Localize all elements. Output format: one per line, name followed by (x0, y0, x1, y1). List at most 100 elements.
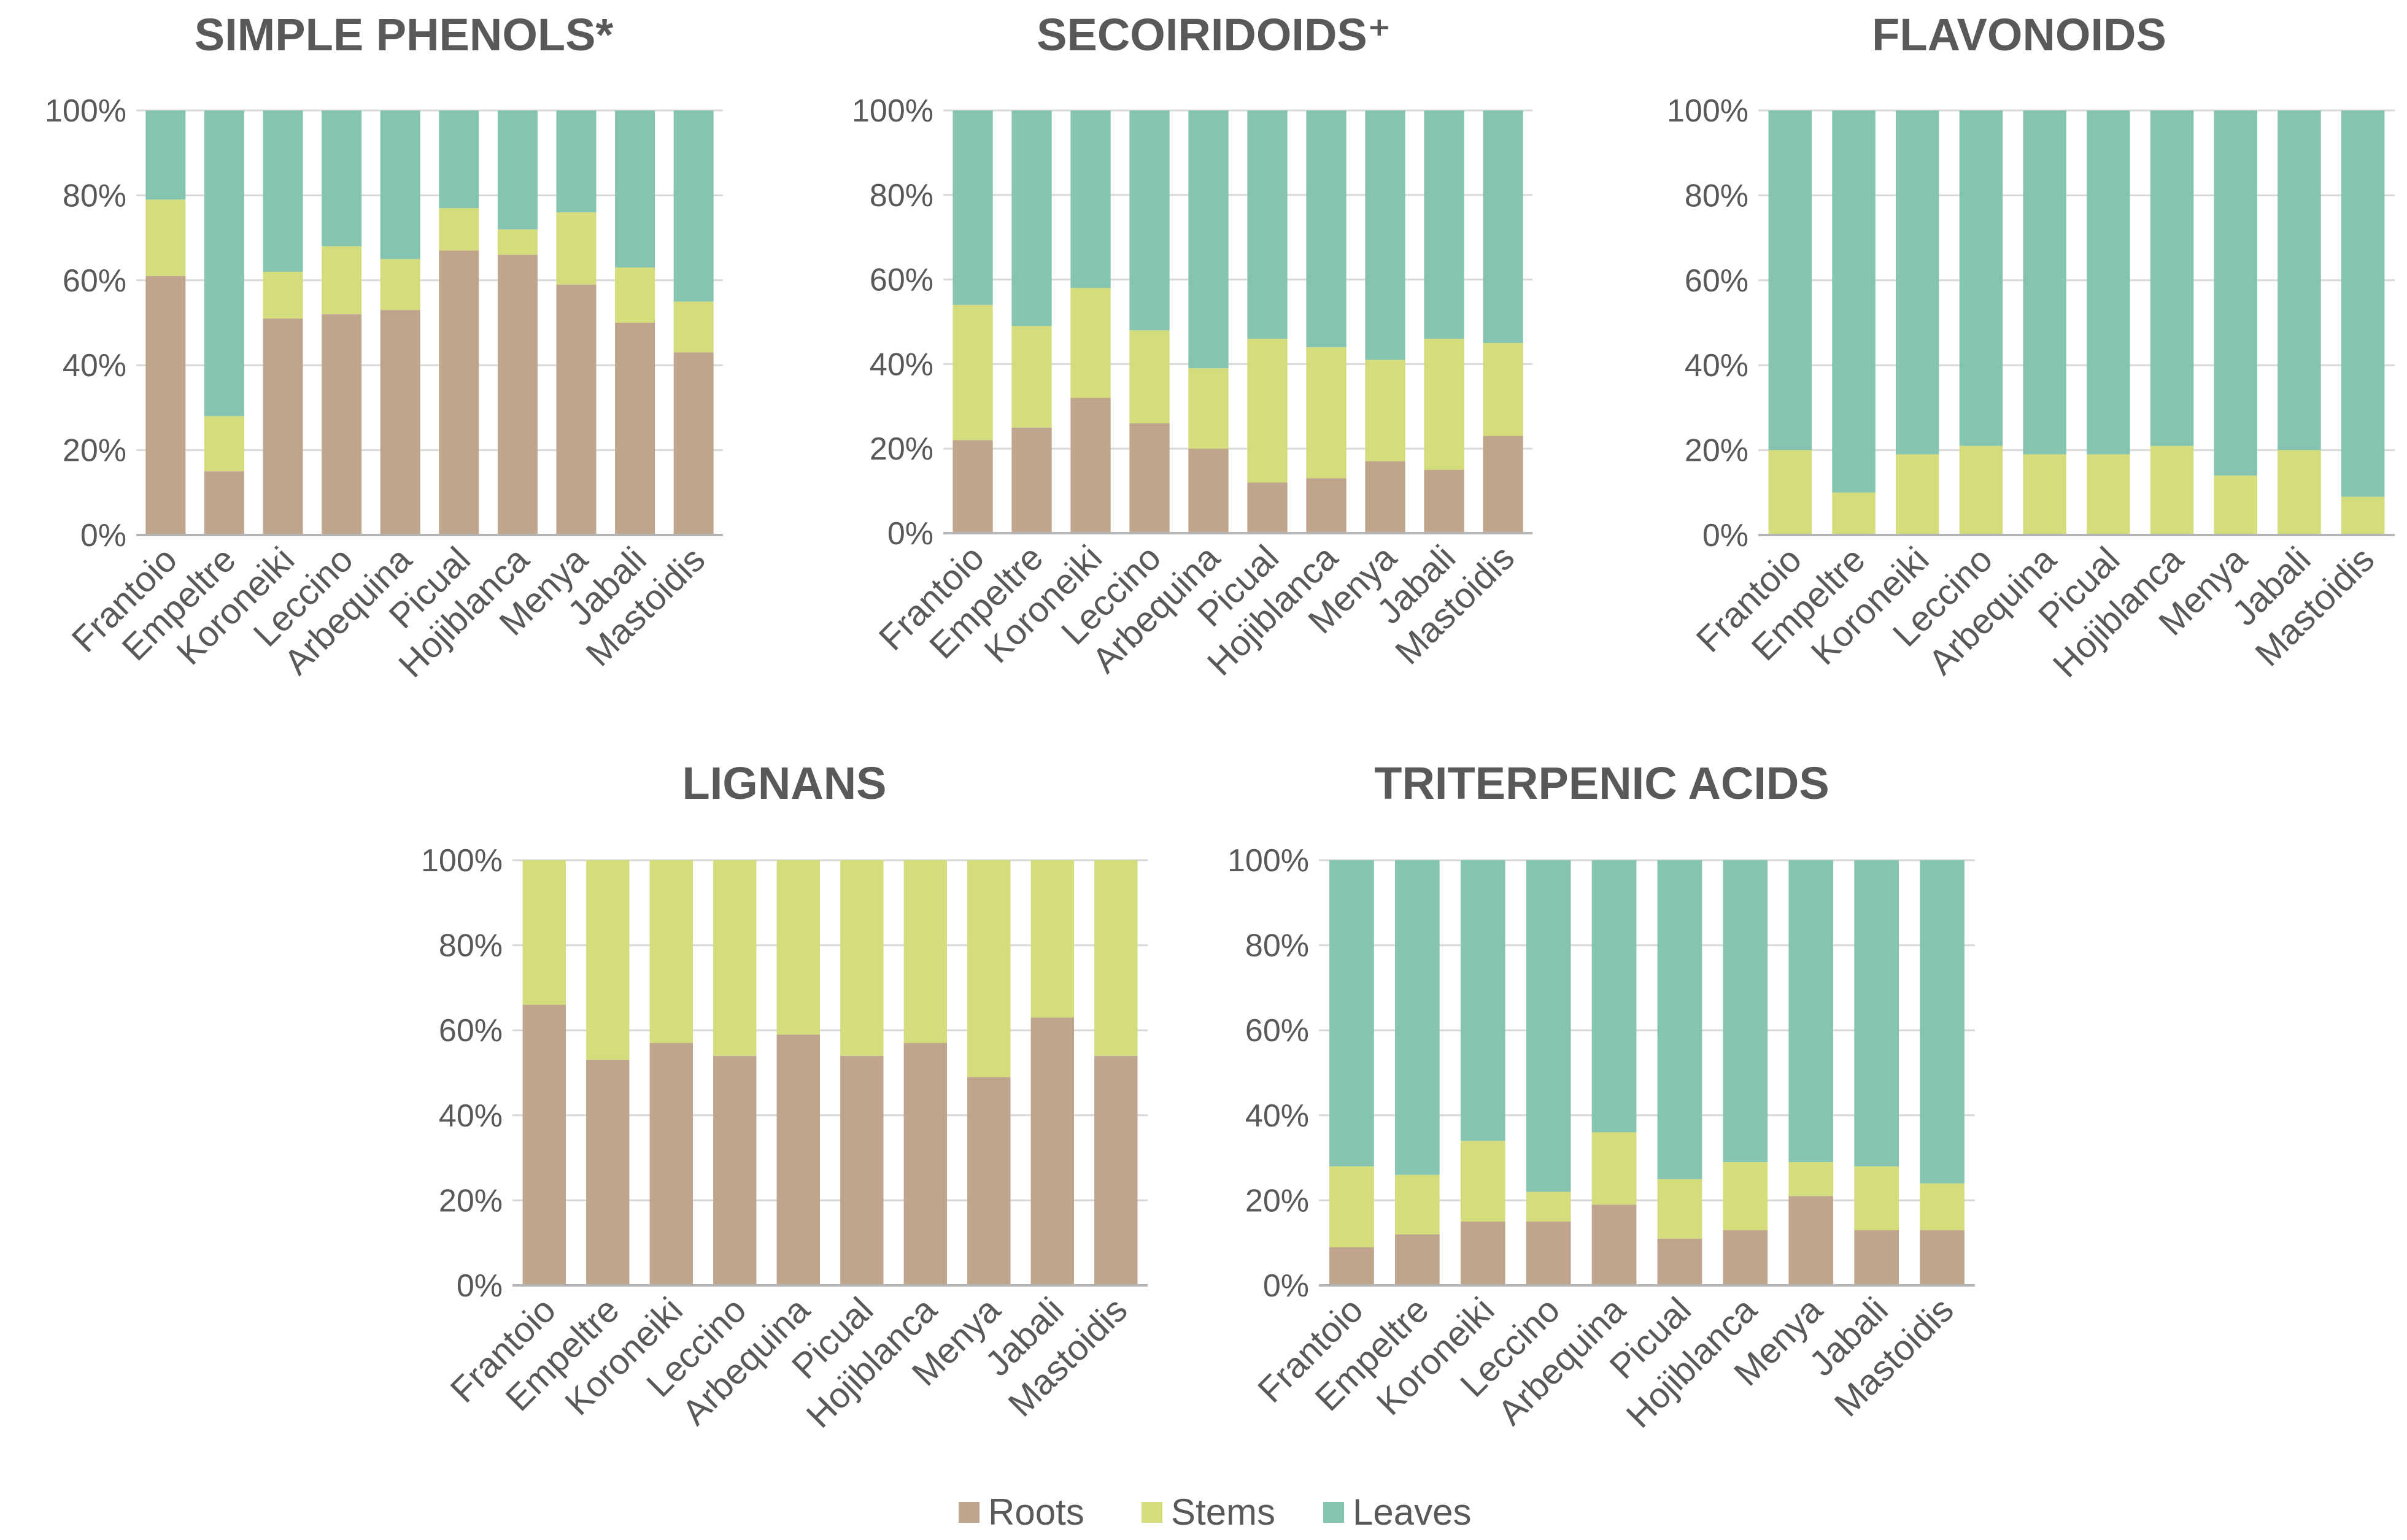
bar-leaves-mastoidis (1920, 860, 1965, 1184)
bar-leaves-leccino (1526, 860, 1571, 1192)
bar-leaves-hojiblanca (497, 110, 538, 229)
bar-roots-koroneiki (263, 318, 303, 535)
y-tick-label: 20% (63, 433, 126, 469)
bar-roots-koroneiki (1070, 398, 1111, 533)
bar-roots-leccino (1129, 423, 1170, 533)
bar-roots-menya (556, 284, 597, 535)
y-tick-label: 40% (439, 1098, 503, 1134)
bar-leaves-frantoio (1768, 110, 1812, 450)
bar-roots-menya (967, 1077, 1011, 1285)
bar-roots-hojiblanca (903, 1043, 947, 1285)
legend-swatch-roots (959, 1502, 979, 1523)
bar-leaves-menya (1365, 110, 1405, 360)
bar-leaves-frantoio (1329, 860, 1374, 1166)
bar-stems-frantoio (522, 860, 566, 1005)
bar-roots-menya (1788, 1196, 1834, 1285)
bar-leaves-koroneiki (1896, 110, 1939, 455)
y-tick-label: 100% (1667, 93, 1748, 129)
bar-roots-jabali (1424, 469, 1464, 533)
bar-roots-frantoio (952, 440, 993, 533)
bar-stems-mastoidis (1483, 343, 1523, 436)
bar-leaves-empeltre (204, 110, 244, 417)
bar-leaves-hojiblanca (1306, 110, 1346, 347)
bar-stems-leccino (1959, 445, 2003, 535)
bar-stems-leccino (713, 860, 757, 1056)
bar-leaves-frantoio (952, 110, 993, 305)
bar-stems-picual (439, 208, 479, 251)
bar-leaves-menya (2214, 110, 2257, 476)
bar-stems-empeltre (204, 416, 244, 472)
y-tick-label: 20% (1245, 1183, 1309, 1219)
y-tick-label: 20% (870, 431, 933, 467)
bar-stems-koroneiki (649, 860, 693, 1043)
bar-roots-empeltre (586, 1060, 630, 1285)
bar-leaves-frantoio (145, 110, 186, 200)
y-tick-label: 40% (63, 348, 126, 383)
bar-stems-hojiblanca (2150, 445, 2194, 535)
bar-roots-mastoidis (673, 352, 714, 535)
y-tick-label: 0% (887, 516, 933, 552)
bar-leaves-koroneiki (1460, 860, 1505, 1141)
bar-roots-leccino (322, 314, 362, 535)
bar-stems-frantoio (952, 304, 993, 441)
y-tick-label: 60% (1685, 263, 1748, 299)
bar-stems-hojiblanca (903, 860, 947, 1043)
bar-stems-empeltre (1832, 492, 1876, 535)
bar-stems-jabali (2278, 450, 2321, 535)
bar-stems-koroneiki (1070, 288, 1111, 398)
bar-stems-mastoidis (2341, 496, 2385, 535)
bar-roots-leccino (1526, 1222, 1571, 1285)
bar-roots-arbequina (776, 1034, 820, 1285)
bar-stems-leccino (322, 246, 362, 315)
chart-flavonoids: FLAVONOIDS 0%20%40%60%80%100%FrantoioEmp… (1667, 9, 2395, 685)
bar-stems-menya (967, 860, 1011, 1077)
chart-title: SECOIRIDOIDS⁺ (1037, 9, 1391, 60)
bar-leaves-arbequina (2023, 110, 2066, 455)
chart-lignans: LIGNANS 0%20%40%60%80%100%FrantoioEmpelt… (421, 758, 1148, 1436)
bar-leaves-koroneiki (1070, 110, 1111, 288)
y-tick-label: 80% (439, 928, 503, 964)
y-tick-label: 100% (852, 93, 933, 129)
bar-stems-arbequina (776, 860, 820, 1035)
bar-stems-jabali (615, 268, 655, 323)
bar-roots-arbequina (1591, 1204, 1637, 1285)
bar-leaves-picual (1657, 860, 1702, 1179)
legend-label-leaves: Leaves (1353, 1492, 1471, 1533)
bar-leaves-mastoidis (673, 110, 714, 302)
bar-roots-koroneiki (1460, 1222, 1505, 1285)
bar-roots-koroneiki (649, 1043, 693, 1285)
bar-roots-arbequina (380, 310, 420, 535)
bar-roots-empeltre (204, 471, 244, 535)
bar-leaves-picual (439, 110, 479, 209)
bar-stems-empeltre (1011, 326, 1052, 428)
bar-roots-mastoidis (1094, 1055, 1138, 1285)
bar-leaves-picual (2087, 110, 2130, 455)
y-tick-label: 40% (1685, 348, 1748, 383)
y-tick-label: 80% (1245, 928, 1309, 964)
bar-stems-menya (2214, 475, 2257, 535)
bar-roots-hojiblanca (1723, 1230, 1768, 1285)
bar-stems-menya (1365, 360, 1405, 461)
bar-leaves-picual (1247, 110, 1288, 339)
bar-roots-menya (1365, 461, 1405, 533)
legend: Roots Stems Leaves (959, 1492, 1471, 1533)
y-tick-label: 100% (1227, 843, 1309, 879)
bar-leaves-empeltre (1832, 110, 1876, 493)
bar-stems-koroneiki (1460, 1141, 1505, 1222)
chart-title: TRITERPENIC ACIDS (1374, 758, 1829, 809)
bar-stems-picual (2087, 454, 2130, 535)
bar-leaves-jabali (615, 110, 655, 268)
bar-leaves-jabali (1424, 110, 1464, 339)
chart-secoiridoids: SECOIRIDOIDS⁺ 0%20%40%60%80%100%Frantoio… (852, 9, 1532, 683)
bar-stems-frantoio (1768, 450, 1812, 535)
y-tick-label: 60% (870, 263, 933, 298)
bar-roots-arbequina (1188, 449, 1229, 533)
y-tick-label: 80% (1685, 178, 1748, 214)
bar-leaves-menya (556, 110, 597, 213)
legend-label-roots: Roots (988, 1492, 1084, 1533)
bar-stems-empeltre (586, 860, 630, 1060)
bar-stems-koroneiki (1896, 454, 1939, 535)
bar-stems-hojiblanca (1306, 347, 1346, 479)
bar-roots-frantoio (522, 1004, 566, 1285)
y-tick-label: 0% (457, 1268, 503, 1304)
